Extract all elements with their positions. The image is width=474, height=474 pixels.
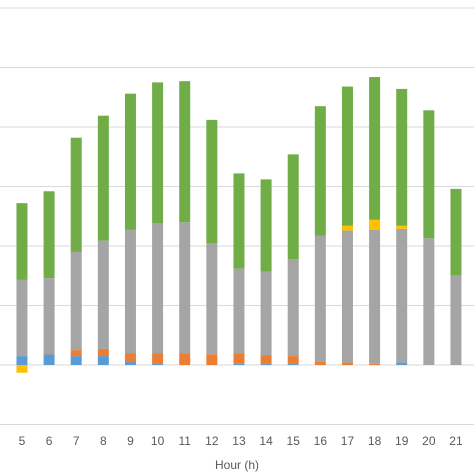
x-tick-label: 21 xyxy=(449,434,463,448)
bar-segment xyxy=(396,228,408,363)
bar-segment xyxy=(152,363,164,365)
bar-segment xyxy=(233,353,245,364)
bar-segment xyxy=(43,191,55,279)
bar-segment xyxy=(341,86,353,226)
x-tick-label: 5 xyxy=(19,434,26,448)
bar-segment xyxy=(260,271,272,356)
bar-segment xyxy=(16,356,28,365)
bar-segment xyxy=(369,229,381,364)
bar-segment xyxy=(152,82,164,224)
x-tick-label: 16 xyxy=(314,434,328,448)
bar-segment xyxy=(423,110,435,239)
bar-segment xyxy=(396,362,408,365)
bar-segment xyxy=(97,348,109,357)
bar-segment xyxy=(97,356,109,365)
x-tick-label: 6 xyxy=(46,434,53,448)
bar-segment xyxy=(287,363,299,365)
bar-segment xyxy=(287,154,299,260)
bar-segment xyxy=(70,350,82,357)
bar-segment xyxy=(70,251,82,351)
bar-segment xyxy=(70,137,82,252)
bar-segment xyxy=(179,222,191,354)
bar-segment xyxy=(43,278,55,354)
bar-segment xyxy=(70,356,82,365)
bar-segment xyxy=(369,77,381,220)
bar-segment xyxy=(43,353,55,355)
bar-segment xyxy=(233,173,245,269)
bar-segment xyxy=(97,240,109,349)
bar-segment xyxy=(260,363,272,365)
x-tick-label: 15 xyxy=(287,434,301,448)
bar-segment xyxy=(206,119,218,244)
bar-segment xyxy=(206,354,218,365)
x-axis-label: Hour (h) xyxy=(215,458,259,472)
x-tick-label: 9 xyxy=(127,434,134,448)
bar-segment xyxy=(396,225,408,229)
bar-segment xyxy=(179,81,191,223)
bar-segment xyxy=(179,353,191,365)
bar-segment xyxy=(152,353,164,364)
bar-segment xyxy=(314,106,326,236)
bar-segment xyxy=(124,353,136,363)
bar-segment xyxy=(16,279,28,357)
bar-segment xyxy=(233,268,245,354)
bar-segment xyxy=(287,259,299,357)
bar-segment xyxy=(260,179,272,272)
x-tick-label: 14 xyxy=(259,434,273,448)
bar-segment xyxy=(314,235,326,363)
bar-segment xyxy=(369,363,381,365)
bar-segment xyxy=(369,219,381,230)
x-tick-label: 7 xyxy=(73,434,80,448)
bar-segment xyxy=(16,203,28,280)
bar-segment xyxy=(233,363,245,365)
bar-segment xyxy=(16,365,28,373)
x-tick-label: 13 xyxy=(232,434,246,448)
x-tick-label: 20 xyxy=(422,434,436,448)
bar-segment xyxy=(260,355,272,364)
x-tick-label: 18 xyxy=(368,434,382,448)
bar-segment xyxy=(43,354,55,365)
bar-segment xyxy=(341,362,353,365)
bar-segment xyxy=(124,93,136,230)
bar-segment xyxy=(152,223,164,354)
x-tick-label: 8 xyxy=(100,434,107,448)
x-tick-label: 11 xyxy=(178,434,191,448)
x-tick-label: 10 xyxy=(151,434,165,448)
bar-segment xyxy=(396,88,408,226)
x-tick-label: 17 xyxy=(341,434,355,448)
bar-segment xyxy=(124,362,136,365)
bar-segment xyxy=(206,243,218,355)
bar-segment xyxy=(423,238,435,365)
bar-segment xyxy=(97,115,109,241)
bar-segment xyxy=(314,362,326,365)
bar-segment xyxy=(124,229,136,354)
bar-segment xyxy=(450,188,462,276)
x-tick-label: 19 xyxy=(395,434,409,448)
bar-segment xyxy=(450,275,462,365)
bar-segment xyxy=(341,225,353,231)
bar-segment xyxy=(341,230,353,363)
x-tick-label: 12 xyxy=(205,434,219,448)
bar-segment xyxy=(287,356,299,364)
